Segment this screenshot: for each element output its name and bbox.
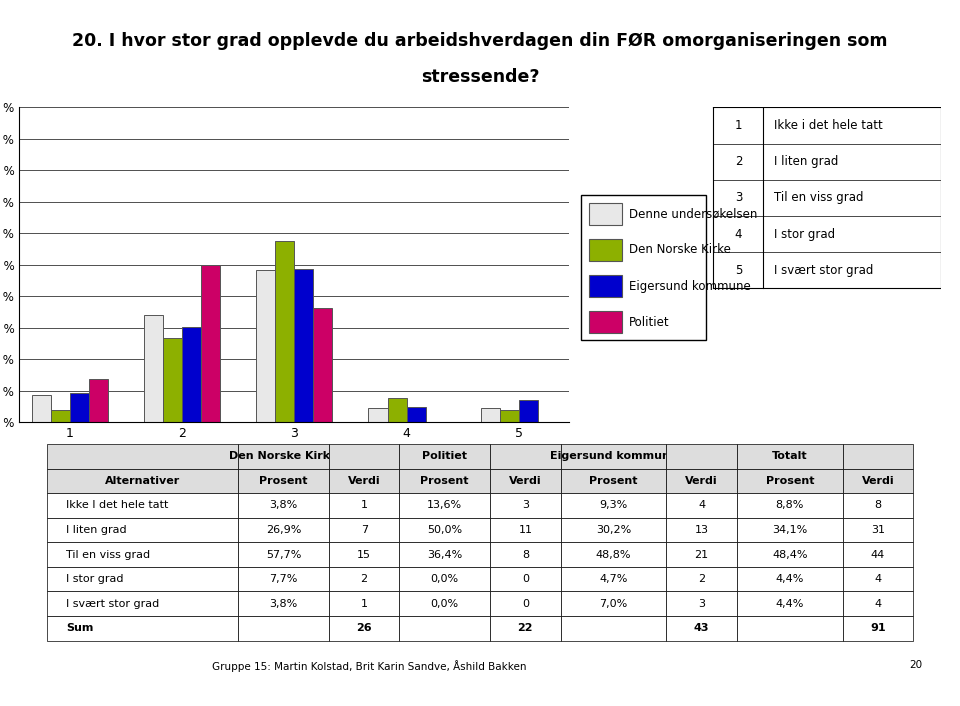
- Bar: [276, 241, 295, 422]
- Text: 2: 2: [734, 155, 742, 168]
- Bar: [89, 379, 108, 422]
- Text: Ikke i det hele tatt: Ikke i det hele tatt: [775, 119, 883, 132]
- Text: Gruppe 15: Martin Kolstad, Brit Karin Sandve, Åshild Bakken: Gruppe 15: Martin Kolstad, Brit Karin Sa…: [212, 660, 527, 672]
- Text: 3: 3: [734, 191, 742, 204]
- Bar: [163, 337, 182, 422]
- Bar: [256, 270, 276, 422]
- Text: 4: 4: [734, 227, 742, 241]
- Text: Til en viss grad: Til en viss grad: [775, 191, 864, 204]
- Text: I stor grad: I stor grad: [775, 227, 835, 241]
- Bar: [201, 265, 220, 422]
- Bar: [388, 398, 407, 422]
- Bar: [588, 239, 622, 261]
- Bar: [588, 311, 622, 333]
- Text: 5: 5: [734, 264, 742, 277]
- Bar: [32, 395, 51, 422]
- Text: 20: 20: [909, 660, 923, 670]
- Text: Denne undersøkelsen: Denne undersøkelsen: [629, 207, 757, 220]
- Bar: [369, 409, 388, 422]
- Text: 20. I hvor stor grad opplevde du arbeidshverdagen din FØR omorganiseringen som: 20. I hvor stor grad opplevde du arbeids…: [72, 32, 888, 49]
- Text: I svært stor grad: I svært stor grad: [775, 264, 874, 277]
- Bar: [295, 268, 313, 422]
- Text: Politiet: Politiet: [629, 316, 670, 329]
- Text: 1: 1: [734, 119, 742, 132]
- Bar: [144, 315, 163, 422]
- Bar: [51, 410, 70, 422]
- Text: Eigersund kommune: Eigersund kommune: [629, 280, 751, 292]
- Bar: [588, 203, 622, 225]
- Bar: [182, 327, 201, 422]
- Bar: [500, 410, 518, 422]
- Bar: [481, 409, 500, 422]
- Text: stressende?: stressende?: [420, 68, 540, 85]
- Text: Den Norske Kirke: Den Norske Kirke: [629, 244, 731, 256]
- Bar: [518, 400, 538, 422]
- Bar: [582, 196, 706, 340]
- Bar: [407, 407, 425, 422]
- Bar: [588, 275, 622, 297]
- Bar: [313, 308, 332, 422]
- Text: I liten grad: I liten grad: [775, 155, 839, 168]
- Bar: [70, 393, 89, 422]
